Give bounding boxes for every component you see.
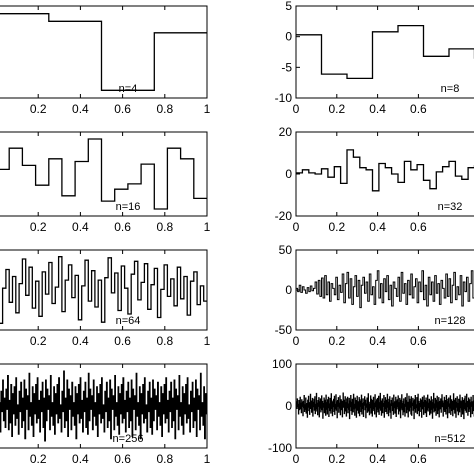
series-line	[296, 270, 474, 309]
x-tick-label: 0.6	[410, 452, 427, 466]
n-label: n=128	[435, 315, 466, 327]
x-tick-label: 0.6	[114, 220, 131, 234]
n-label: n=32	[438, 201, 463, 213]
n-label: n=16	[116, 201, 141, 213]
x-tick-label: 0.8	[156, 334, 173, 348]
x-tick-label: 1	[204, 102, 211, 116]
n-label: n=64	[116, 315, 141, 327]
x-tick-label: 0.6	[410, 102, 427, 116]
panel-n-4: 0.2 0.4 0.6 0.8 1 n=4	[0, 5, 211, 116]
x-tick-label: 1	[204, 334, 211, 348]
x-tick-label: 0.4	[72, 452, 89, 466]
y-tick-label: 5	[285, 0, 292, 13]
panel-n-64: 0.2 0.4 0.6 0.8 1 n=64	[0, 249, 211, 348]
panel-n-16: 0.2 0.4 0.6 0.8 1 n=16	[0, 131, 211, 234]
y-tick-label: 50	[279, 243, 293, 257]
y-tick-label: -100	[268, 441, 292, 455]
x-tick-label: 0.2	[30, 334, 47, 348]
x-tick-label: 0.4	[72, 334, 89, 348]
y-tick-label: 0	[285, 399, 292, 413]
axes-frame	[295, 5, 474, 99]
series-line	[0, 256, 207, 324]
x-tick-label: 0.2	[328, 102, 345, 116]
y-tick-label: 100	[272, 357, 292, 371]
x-tick-label: 0	[293, 102, 300, 116]
axes-frame	[0, 131, 208, 217]
x-tick-label: 0.2	[328, 220, 345, 234]
x-tick-label: 0	[293, 220, 300, 234]
n-label: n=8	[441, 83, 460, 95]
axes-frame	[0, 5, 208, 99]
series-line	[296, 392, 474, 420]
x-tick-label: 0	[293, 452, 300, 466]
x-tick-label: 0.6	[114, 452, 131, 466]
n-label: n=512	[435, 433, 466, 445]
panel-n-256: 00.20.40.60.81n=256	[0, 363, 211, 466]
n-label: n=256	[113, 433, 144, 445]
x-tick-label: 1	[204, 452, 211, 466]
y-tick-label: 0	[285, 283, 292, 297]
axes-frame	[0, 249, 208, 331]
x-tick-label: 0.8	[156, 220, 173, 234]
x-tick-label: 0.6	[410, 334, 427, 348]
series-line	[0, 138, 207, 210]
x-tick-label: 0.4	[369, 334, 386, 348]
series-line	[296, 24, 474, 80]
axes-frame	[0, 363, 208, 449]
series-line	[0, 370, 207, 442]
x-tick-label: 0.2	[30, 452, 47, 466]
x-tick-label: 0.4	[72, 102, 89, 116]
x-tick-label: 1	[204, 220, 211, 234]
x-tick-label: 0.2	[30, 102, 47, 116]
x-tick-label: 0	[293, 334, 300, 348]
y-tick-label: 0	[285, 30, 292, 44]
x-tick-label: 0.6	[114, 102, 131, 116]
x-tick-label: 0.8	[156, 102, 173, 116]
y-tick-label: -20	[275, 209, 293, 223]
x-tick-label: 0.2	[328, 334, 345, 348]
x-tick-label: 0.8	[156, 452, 173, 466]
x-tick-label: 0.4	[369, 220, 386, 234]
x-tick-label: 0.4	[369, 102, 386, 116]
panel-n-8: 0 0.2 0.4 0.6 5 0 -5 -10 n=8	[275, 0, 474, 116]
x-tick-label: 0.2	[328, 452, 345, 466]
y-tick-label: -50	[275, 323, 293, 337]
x-tick-label: 0.6	[114, 334, 131, 348]
series-line	[0, 13, 207, 91]
y-tick-label: -10	[275, 91, 293, 105]
x-tick-label: 0.2	[30, 220, 47, 234]
x-tick-label: 0.6	[410, 220, 427, 234]
series-line	[296, 149, 474, 192]
y-tick-label: -5	[281, 60, 292, 74]
x-tick-label: 0.4	[72, 220, 89, 234]
n-label: n=4	[119, 83, 138, 95]
x-tick-label: 0.4	[369, 452, 386, 466]
y-tick-label: 20	[279, 125, 293, 139]
y-tick-label: 0	[285, 167, 292, 181]
